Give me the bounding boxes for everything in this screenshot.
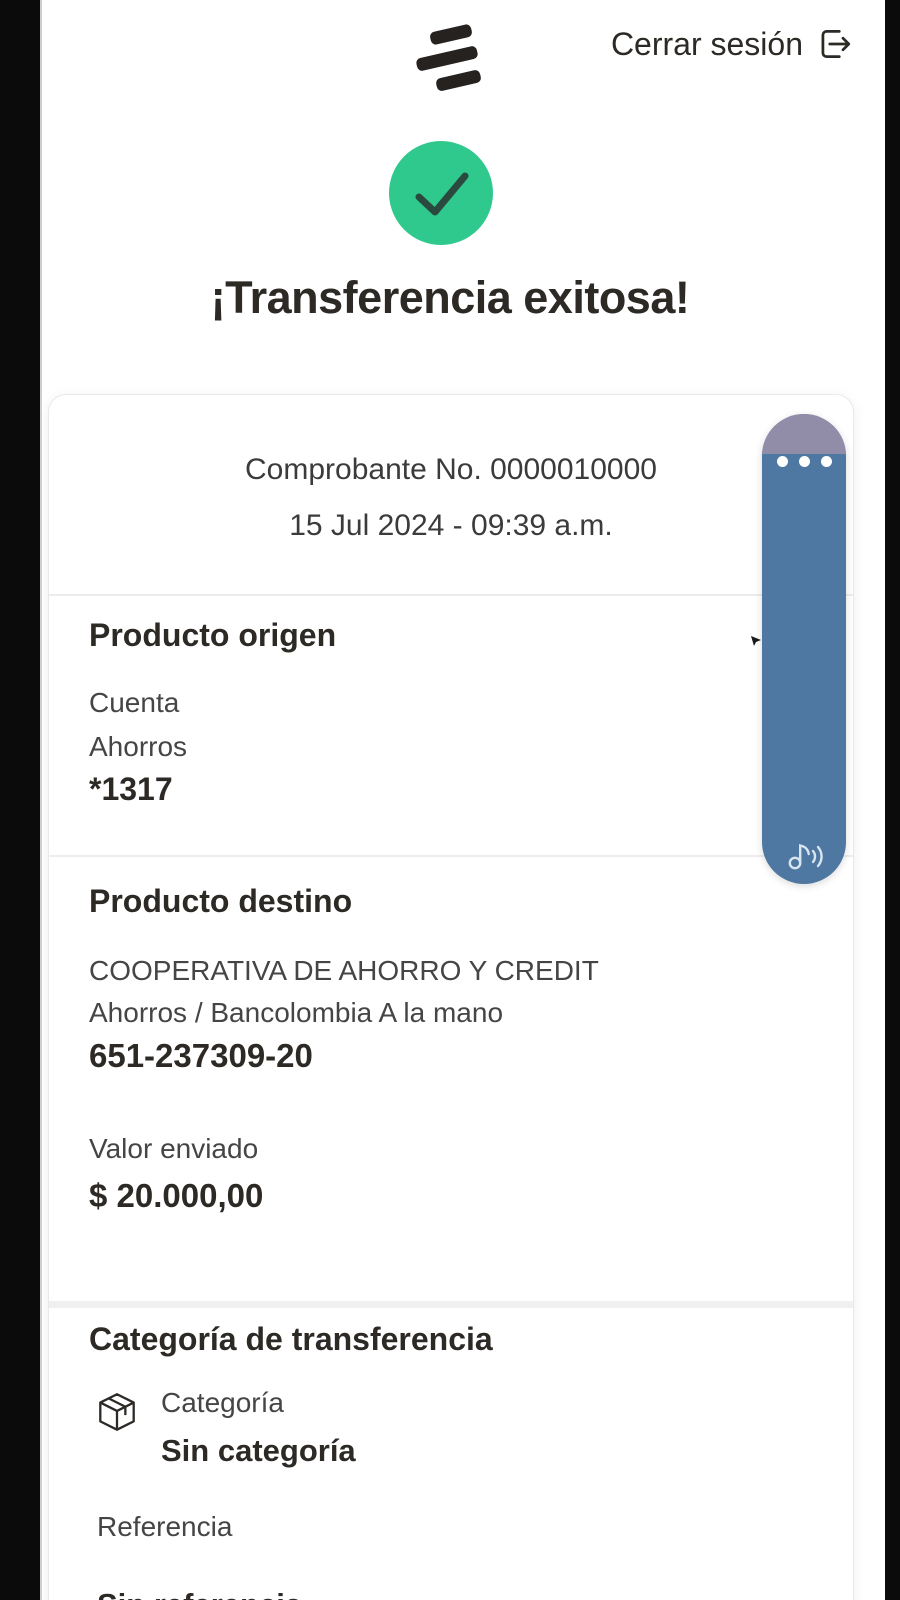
origin-product-type: Cuenta (89, 687, 180, 718)
dot (776, 456, 788, 467)
logo-bar (415, 45, 479, 72)
logo-bar (435, 69, 482, 92)
section-separator (49, 1301, 853, 1308)
reference-value: Sin referencia (97, 1587, 302, 1600)
origin-section-heading: Producto origen (89, 617, 337, 653)
success-check-circle (389, 141, 493, 245)
logout-icon (821, 29, 851, 59)
category-value: Sin categoría (161, 1433, 356, 1468)
destination-section-heading: Producto destino (89, 883, 353, 919)
right-letterbox (885, 0, 900, 1600)
destination-entity: COOPERATIVA DE AHORRO Y CREDIT (89, 955, 599, 986)
logout-button[interactable]: Cerrar sesión (611, 24, 853, 64)
check-icon (415, 172, 469, 216)
dot (820, 456, 832, 467)
screen-edge-line (40, 0, 42, 1600)
category-label: Categoría (161, 1387, 284, 1418)
category-section-heading: Categoría de transferencia (89, 1321, 493, 1357)
left-letterbox (0, 0, 40, 1600)
receipt-datetime: 15 Jul 2024 - 09:39 a.m. (289, 509, 613, 542)
dot (798, 456, 810, 467)
audio-note-icon[interactable] (782, 832, 826, 876)
origin-account-number: *1317 (89, 771, 173, 807)
destination-account-number: 651-237309-20 (89, 1037, 313, 1074)
page-title: ¡Transferencia exitosa! (210, 272, 690, 323)
bancolombia-logo (414, 22, 484, 92)
logout-label: Cerrar sesión (610, 26, 803, 62)
divider (49, 594, 853, 596)
receipt-card: Comprobante No. 0000010000 15 Jul 2024 -… (48, 394, 854, 1600)
accessibility-widget[interactable] (762, 414, 846, 884)
package-box-icon (99, 1393, 135, 1431)
divider (49, 855, 853, 857)
widget-cap (762, 414, 846, 454)
three-dots-icon[interactable] (762, 456, 846, 467)
destination-product: Ahorros / Bancolombia A la mano (89, 997, 504, 1028)
amount-value: $ 20.000,00 (89, 1177, 264, 1214)
reference-label: Referencia (97, 1511, 233, 1542)
cursor-artifact (751, 636, 761, 646)
logo-bar (429, 23, 473, 46)
origin-product-subtype: Ahorros (89, 731, 188, 762)
amount-label: Valor enviado (89, 1133, 259, 1164)
receipt-number: Comprobante No. 0000010000 (245, 453, 657, 486)
